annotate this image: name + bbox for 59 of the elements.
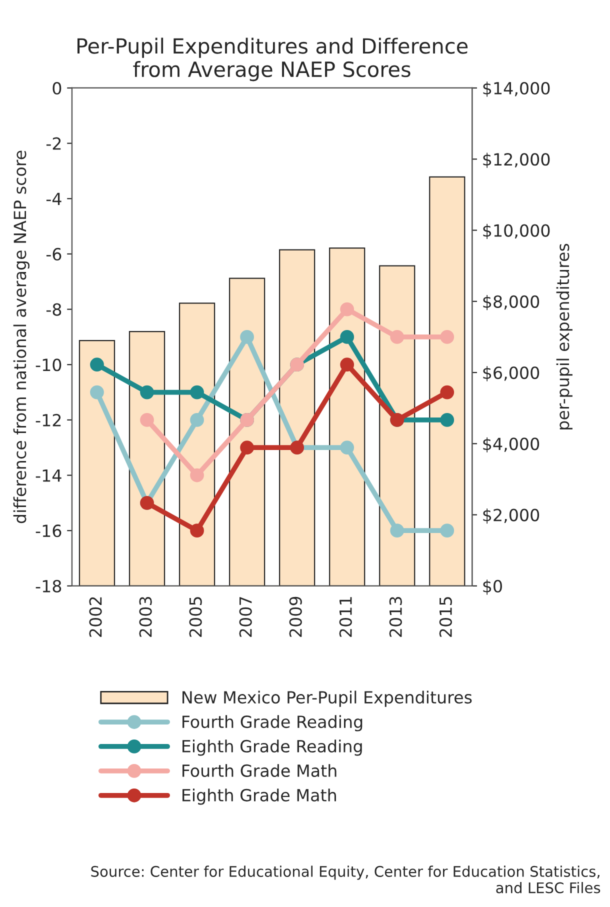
point	[390, 524, 404, 538]
source-note: Source: Center for Educational Equity, Center for Education Statistics, and LESC Files	[91, 866, 600, 894]
y2-tick-label: $6,000	[483, 366, 540, 382]
y-tick-label: -2	[46, 137, 61, 150]
point	[90, 385, 104, 400]
x-tick-label: 2011	[339, 597, 352, 637]
y2-tick-label: $0	[483, 580, 502, 595]
point	[440, 385, 454, 400]
y-tick-label: -16	[36, 524, 62, 538]
point	[340, 440, 354, 455]
y-tick-label: -18	[36, 580, 62, 592]
point	[440, 524, 454, 538]
y2-axis-title: per-pupil expenditures	[556, 244, 572, 430]
point	[340, 302, 354, 316]
y-tick-label: -6	[46, 248, 62, 261]
bar	[78, 340, 116, 586]
y-axis-title: difference from national average NAEP score	[13, 150, 30, 524]
bar	[279, 249, 316, 586]
point	[190, 412, 204, 427]
point	[440, 412, 454, 427]
y-tick-label: -4	[46, 192, 62, 205]
y-tick-label: 0	[52, 82, 62, 95]
y-tick-label: -10	[36, 358, 62, 372]
legend-label: Eighth Grade Math	[182, 788, 336, 805]
point	[140, 385, 154, 400]
y2-tick-label: $2,000	[483, 508, 540, 524]
y2-tick-label: $10,000	[483, 224, 550, 240]
x-tick-label: 2007	[239, 597, 252, 637]
legend-label: Fourth Grade Math	[182, 764, 336, 778]
y2-tick-label: $12,000	[483, 152, 550, 168]
x-tick-label: 2002	[89, 597, 102, 637]
legend-label: Fourth Grade Reading	[182, 715, 362, 732]
point	[240, 330, 254, 344]
x-tick-label: 2003	[139, 596, 152, 637]
point	[390, 330, 404, 344]
point	[190, 385, 204, 400]
point	[340, 330, 354, 344]
y2-tick-label: $14,000	[483, 82, 550, 97]
point	[190, 524, 204, 538]
point	[90, 358, 104, 372]
x-tick-label: 2015	[439, 597, 452, 637]
point	[140, 412, 154, 427]
x-tick-label: 2013	[389, 596, 402, 637]
legend-label: Eighth Grade Reading	[182, 740, 362, 756]
legend-label: New Mexico Per-Pupil Expenditures	[182, 690, 472, 707]
chart-title: Per-Pupil Expenditures and Difference from Average NAEP Scores	[77, 38, 468, 82]
y-tick-label: -14	[36, 469, 62, 482]
point	[190, 468, 204, 482]
x-tick-label: 2005	[189, 597, 202, 637]
bar	[429, 176, 466, 586]
point	[340, 358, 354, 372]
y2-tick-label: $8,000	[483, 295, 540, 310]
y-tick-label: -12	[36, 414, 61, 426]
x-tick-label: 2009	[289, 596, 302, 637]
y-tick-label: -8	[46, 303, 62, 316]
point	[440, 330, 454, 344]
y2-tick-label: $4,000	[483, 437, 540, 452]
point	[240, 440, 254, 455]
bar	[379, 265, 416, 586]
